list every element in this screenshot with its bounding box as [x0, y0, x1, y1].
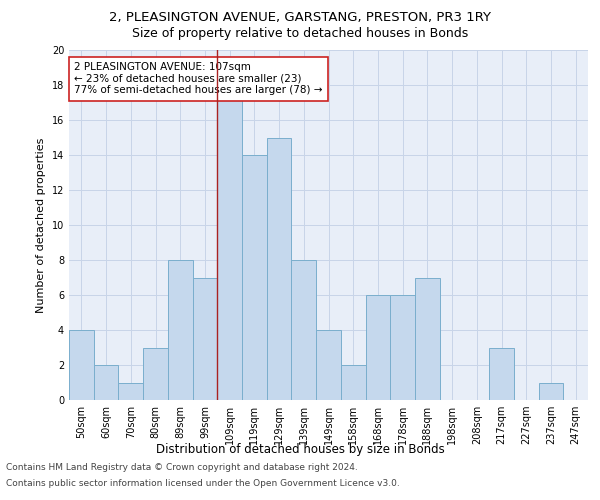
Bar [217, 68, 242, 400]
Y-axis label: Number of detached properties: Number of detached properties [36, 138, 46, 312]
Bar [267, 138, 292, 400]
Bar [365, 295, 390, 400]
Text: Contains public sector information licensed under the Open Government Licence v3: Contains public sector information licen… [6, 478, 400, 488]
Bar [69, 330, 94, 400]
Bar [341, 365, 365, 400]
Text: Contains HM Land Registry data © Crown copyright and database right 2024.: Contains HM Land Registry data © Crown c… [6, 464, 358, 472]
Bar [168, 260, 193, 400]
Bar [242, 155, 267, 400]
Bar [143, 348, 168, 400]
Bar [193, 278, 217, 400]
Bar [539, 382, 563, 400]
Text: 2, PLEASINGTON AVENUE, GARSTANG, PRESTON, PR3 1RY: 2, PLEASINGTON AVENUE, GARSTANG, PRESTON… [109, 11, 491, 24]
Text: Distribution of detached houses by size in Bonds: Distribution of detached houses by size … [155, 442, 445, 456]
Bar [489, 348, 514, 400]
Text: 2 PLEASINGTON AVENUE: 107sqm
← 23% of detached houses are smaller (23)
77% of se: 2 PLEASINGTON AVENUE: 107sqm ← 23% of de… [74, 62, 323, 96]
Bar [316, 330, 341, 400]
Bar [94, 365, 118, 400]
Bar [292, 260, 316, 400]
Text: Size of property relative to detached houses in Bonds: Size of property relative to detached ho… [132, 28, 468, 40]
Bar [118, 382, 143, 400]
Bar [415, 278, 440, 400]
Bar [390, 295, 415, 400]
